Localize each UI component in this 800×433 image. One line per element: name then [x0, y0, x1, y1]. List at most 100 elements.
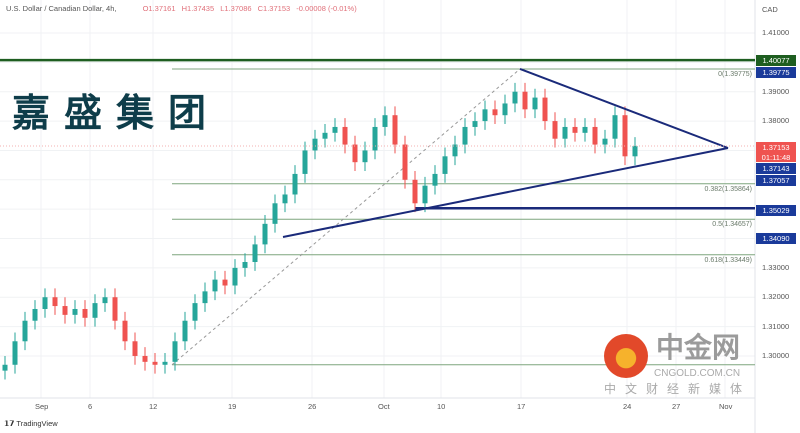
candle-body: [122, 320, 128, 342]
price-label: 1.37153 01:11:48: [756, 142, 796, 162]
x-tick-label: Sep: [35, 402, 49, 411]
price-label: 1.34090: [756, 233, 796, 244]
y-tick-label: 1.30000: [762, 350, 790, 360]
fib-level-label: 0.382(1.35864): [704, 185, 752, 193]
candle-body: [382, 115, 388, 127]
candle-body: [82, 308, 88, 318]
candle-body: [372, 126, 378, 151]
candle-body: [52, 297, 58, 307]
price-label-value: 1.35029: [762, 206, 790, 215]
tradingview-logo: 𝟭𝟳 TradingView: [4, 419, 58, 428]
price-label: 1.40077: [756, 55, 796, 66]
high-value: H1.37435: [181, 4, 215, 13]
bar-countdown: 01:11:48: [761, 153, 791, 162]
candle-body: [522, 91, 528, 110]
candle-body: [512, 91, 518, 104]
candle-body: [302, 150, 308, 174]
candle-body: [442, 156, 448, 174]
candle-body: [582, 126, 588, 133]
currency-label: CAD: [762, 5, 778, 14]
candle-body: [462, 126, 468, 145]
price-label: 1.37057: [756, 175, 796, 186]
candle-body: [412, 179, 418, 204]
candle-body: [332, 126, 338, 133]
x-tick-label: Nov: [719, 402, 733, 411]
x-tick-label: 27: [672, 402, 681, 411]
candle-body: [632, 145, 638, 157]
candle-body: [482, 109, 488, 122]
candle-body: [62, 306, 68, 315]
candle-body: [342, 126, 348, 145]
candle-body: [452, 144, 458, 157]
tradingview-label: TradingView: [16, 419, 58, 428]
candle-body: [192, 303, 198, 321]
change-value: -0.00008 (-0.01%): [296, 4, 357, 13]
candle-body: [432, 173, 438, 186]
x-tick-label: Oct: [378, 402, 390, 411]
fib-level-label: 0.5(1.34657): [712, 221, 752, 229]
y-tick-label: 1.39000: [762, 86, 790, 96]
x-tick-label: 19: [228, 402, 237, 411]
candle-body: [42, 297, 48, 309]
triangle-lower-trendline: [282, 147, 729, 238]
candle-body: [402, 144, 408, 180]
candle-body: [252, 244, 258, 263]
watermark-name: 中金网: [656, 331, 741, 364]
candle-body: [162, 361, 168, 365]
candle-body: [92, 303, 98, 318]
x-tick-label: 6: [88, 402, 93, 411]
y-tick-label: 1.38000: [762, 116, 790, 126]
watermark-url: CNGOLD.COM.CN: [654, 368, 741, 379]
price-label-value: 1.40077: [762, 56, 790, 65]
cngold-logo-icon: [604, 334, 648, 378]
candle-body: [472, 121, 478, 127]
candle-body: [392, 115, 398, 145]
y-tick-label: 1.32000: [762, 292, 790, 302]
x-tick-label: 10: [437, 402, 446, 411]
candle-body: [72, 308, 78, 315]
price-label-value: 1.34090: [762, 234, 790, 243]
x-tick-label: 12: [149, 402, 158, 411]
x-tick-label: 26: [308, 402, 317, 411]
symbol-title: U.S. Dollar / Canadian Dollar, 4h,: [6, 4, 117, 13]
candle-body: [532, 97, 538, 110]
candle-body: [592, 126, 598, 145]
price-label-value: 1.37143: [762, 164, 790, 173]
candle-body: [182, 320, 188, 342]
candle-body: [242, 262, 248, 268]
candle-body: [142, 355, 148, 362]
price-label: 1.39775: [756, 67, 796, 78]
candle-body: [272, 203, 278, 224]
candle-body: [422, 185, 428, 204]
fib-trend-dashed-line: [171, 68, 521, 366]
candle-body: [12, 341, 18, 365]
candle-body: [202, 291, 208, 304]
candle-body: [2, 364, 8, 371]
candle-body: [352, 144, 358, 163]
close-value: C1.37153: [257, 4, 291, 13]
candle-body: [282, 194, 288, 204]
candle-body: [232, 267, 238, 286]
candle-body: [112, 297, 118, 321]
candle-body: [602, 138, 608, 145]
chart-header: U.S. Dollar / Canadian Dollar, 4h, O1.37…: [6, 4, 361, 13]
candle-body: [362, 150, 368, 163]
candle-body: [542, 97, 548, 122]
candle-body: [222, 279, 228, 286]
candle-body: [552, 121, 558, 139]
candle-body: [492, 109, 498, 116]
fib-level-label: 0.618(1.33449): [704, 256, 752, 264]
open-value: O1.37161: [142, 4, 176, 13]
x-tick-label: 24: [623, 402, 632, 411]
candle-body: [22, 320, 28, 342]
candle-body: [172, 341, 178, 362]
price-label: 1.37143: [756, 163, 796, 174]
fib-level-label: 0(1.39775): [718, 70, 752, 78]
y-tick-label: 1.31000: [762, 321, 790, 331]
brand-logo-text: 嘉盛集团: [12, 91, 221, 135]
candle-body: [212, 279, 218, 292]
candle-body: [262, 223, 268, 245]
candle-body: [612, 115, 618, 139]
candle-body: [562, 126, 568, 139]
